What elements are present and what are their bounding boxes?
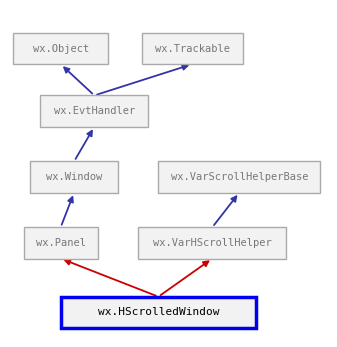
Text: wx.VarHScrollHelper: wx.VarHScrollHelper — [153, 238, 272, 248]
FancyBboxPatch shape — [158, 161, 320, 193]
Text: wx.Window: wx.Window — [46, 172, 102, 182]
Text: wx.EvtHandler: wx.EvtHandler — [54, 106, 135, 116]
FancyBboxPatch shape — [40, 95, 148, 127]
FancyBboxPatch shape — [13, 33, 108, 64]
FancyBboxPatch shape — [30, 161, 118, 193]
Text: wx.Trackable: wx.Trackable — [155, 44, 229, 53]
Text: wx.Panel: wx.Panel — [36, 238, 86, 248]
Text: wx.HScrolledWindow: wx.HScrolledWindow — [98, 307, 219, 317]
FancyBboxPatch shape — [24, 227, 98, 259]
FancyBboxPatch shape — [61, 297, 256, 328]
Text: wx.VarScrollHelperBase: wx.VarScrollHelperBase — [171, 172, 308, 182]
FancyBboxPatch shape — [142, 33, 243, 64]
Text: wx.Object: wx.Object — [33, 44, 89, 53]
FancyBboxPatch shape — [138, 227, 286, 259]
